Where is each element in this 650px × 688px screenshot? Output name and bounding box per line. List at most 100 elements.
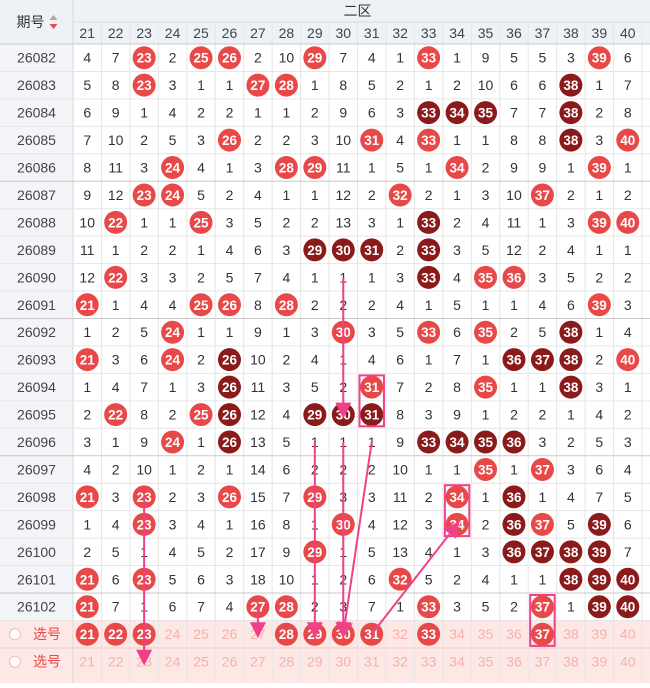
- omission-value: 5: [197, 544, 205, 560]
- select-number[interactable]: 29: [307, 654, 323, 670]
- hit-ball: [417, 210, 441, 234]
- select-number[interactable]: 24: [165, 654, 181, 670]
- hit-ball: [474, 265, 498, 289]
- select-number[interactable]: 32: [392, 626, 408, 642]
- sort-up-icon[interactable]: [49, 15, 58, 20]
- hit-ball: [132, 73, 156, 97]
- select-number[interactable]: 30: [335, 654, 351, 670]
- select-number[interactable]: 33: [421, 654, 437, 670]
- hit-ball-number: 30: [336, 243, 351, 258]
- selected-ball-number[interactable]: 33: [421, 627, 437, 642]
- omission-value: 1: [396, 599, 404, 615]
- sort-down-icon[interactable]: [49, 24, 58, 29]
- column-number-label: 29: [307, 25, 323, 41]
- omission-value: 2: [368, 461, 376, 477]
- omission-value: 1: [510, 297, 518, 313]
- omission-value: 8: [254, 297, 262, 313]
- selected-ball[interactable]: [104, 622, 128, 646]
- omission-value: 3: [169, 269, 177, 285]
- column-number-label: 24: [165, 25, 181, 41]
- hit-ball: [217, 293, 241, 317]
- omission-value: 4: [453, 269, 461, 285]
- hit-ball: [587, 512, 611, 536]
- omission-value: 2: [226, 105, 234, 121]
- period-label: 26091: [17, 297, 56, 313]
- select-row-label: 选号: [33, 654, 61, 670]
- omission-value: 2: [282, 214, 290, 230]
- omission-value: 3: [595, 132, 603, 148]
- select-number[interactable]: 34: [449, 654, 465, 670]
- omission-value: 2: [282, 132, 290, 148]
- hit-ball: [75, 348, 99, 372]
- select-number[interactable]: 36: [506, 654, 522, 670]
- hit-ball: [559, 540, 583, 564]
- select-number[interactable]: 28: [279, 654, 295, 670]
- select-number[interactable]: 34: [449, 626, 465, 642]
- select-number[interactable]: 40: [620, 654, 636, 670]
- omission-value: 1: [226, 461, 234, 477]
- omission-value: 2: [140, 132, 148, 148]
- hit-ball: [217, 403, 241, 427]
- omission-value: 7: [624, 544, 632, 560]
- omission-value: 4: [169, 105, 177, 121]
- hit-ball-number: 36: [506, 490, 522, 505]
- hit-ball-number: 23: [137, 51, 153, 66]
- omission-value: 1: [453, 544, 461, 560]
- selected-ball[interactable]: [274, 622, 298, 646]
- selected-ball-number[interactable]: 21: [80, 627, 96, 642]
- omission-value: 3: [539, 269, 547, 285]
- hit-ball: [502, 512, 526, 536]
- select-number[interactable]: 24: [165, 626, 181, 642]
- period-label: 26099: [17, 516, 56, 532]
- omission-value: 1: [624, 242, 632, 258]
- hit-ball-number: 27: [250, 78, 265, 93]
- period-label: 26087: [17, 187, 56, 203]
- period-label: 26098: [17, 489, 56, 505]
- hit-ball-number: 22: [108, 408, 123, 423]
- selected-ball-number[interactable]: 31: [364, 627, 380, 642]
- omission-value: 16: [250, 516, 266, 532]
- select-number[interactable]: 39: [592, 626, 608, 642]
- omission-value: 2: [482, 516, 490, 532]
- select-row-radio[interactable]: [9, 655, 21, 668]
- select-number[interactable]: 22: [108, 654, 124, 670]
- select-number[interactable]: 27: [250, 654, 266, 670]
- selected-ball-number[interactable]: 37: [535, 627, 550, 642]
- hit-ball: [502, 348, 526, 372]
- select-number[interactable]: 21: [79, 654, 95, 670]
- hit-ball-number: 24: [165, 325, 181, 340]
- select-number[interactable]: 35: [478, 626, 494, 642]
- omission-value: 1: [83, 516, 91, 532]
- select-number[interactable]: 25: [193, 626, 209, 642]
- select-row-radio[interactable]: [9, 628, 21, 641]
- select-number[interactable]: 26: [222, 626, 238, 642]
- select-number[interactable]: 38: [563, 654, 579, 670]
- select-number[interactable]: 36: [506, 626, 522, 642]
- omission-value: 10: [250, 352, 266, 368]
- select-number[interactable]: 37: [535, 654, 551, 670]
- hit-ball: [559, 320, 583, 344]
- omission-value: 5: [311, 379, 319, 395]
- hit-ball-number: 37: [535, 545, 550, 560]
- selected-ball[interactable]: [75, 622, 99, 646]
- selected-ball-number[interactable]: 22: [108, 627, 123, 642]
- selected-ball[interactable]: [417, 622, 441, 646]
- selected-ball[interactable]: [530, 622, 554, 646]
- omission-value: 1: [197, 324, 205, 340]
- omission-value: 1: [567, 160, 575, 176]
- omission-value: 3: [311, 324, 319, 340]
- select-number[interactable]: 39: [592, 654, 608, 670]
- selected-ball-number[interactable]: 28: [279, 627, 295, 642]
- select-number[interactable]: 26: [222, 654, 238, 670]
- hit-ball-number: 40: [620, 353, 635, 368]
- select-number[interactable]: 32: [392, 654, 408, 670]
- omission-value: 2: [396, 242, 404, 258]
- omission-value: 2: [311, 214, 319, 230]
- select-number[interactable]: 40: [620, 626, 636, 642]
- select-number[interactable]: 38: [563, 626, 579, 642]
- omission-value: 7: [83, 132, 91, 148]
- select-number[interactable]: 35: [478, 654, 494, 670]
- select-number[interactable]: 25: [193, 654, 209, 670]
- select-number[interactable]: 31: [364, 654, 380, 670]
- column-number-label: 28: [279, 25, 295, 41]
